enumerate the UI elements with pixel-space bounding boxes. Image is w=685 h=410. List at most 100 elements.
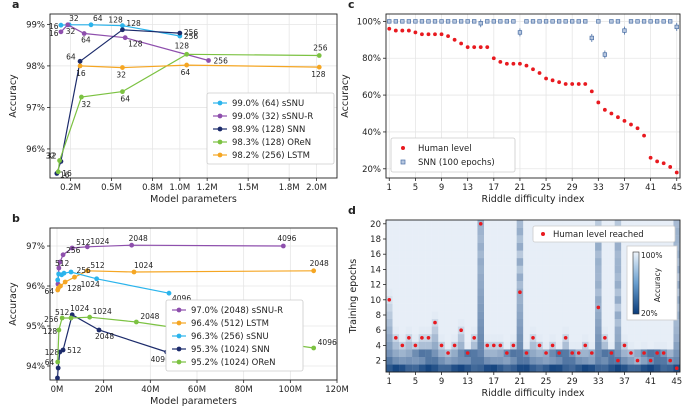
human-level-reached-point [531,336,535,340]
heatmap-cell [627,334,635,342]
human-level-point [420,32,424,37]
snn-marker [445,19,451,24]
heatmap-cell [464,364,472,373]
heatmap-cell [477,303,485,312]
heatmap-cell [582,364,589,373]
human-level-point [550,78,555,83]
heatmap-cell [497,227,504,236]
heatmap-cell [425,311,432,319]
heatmap-cell [431,303,439,312]
heatmap-cell [588,311,596,319]
heatmap-cell [660,334,668,342]
data-label-SNN: 64 [66,52,76,61]
heatmap-cell [588,356,596,365]
heatmap-cell [503,311,511,319]
heatmap-cell [438,303,445,312]
heatmap-cell [484,364,491,373]
heatmap-cell [490,265,498,274]
heatmap-cell [418,242,426,251]
legend: Human level reached [532,225,676,243]
x-tick-label: 21 [515,377,526,387]
heatmap-cell [523,311,530,319]
heatmap-cell [444,318,452,327]
heatmap-cell [484,326,491,335]
heatmap-cell [523,318,530,327]
snn-marker [654,19,660,24]
heatmap-cell [438,280,445,289]
heatmap-cell [523,265,530,274]
snn-marker [641,19,647,24]
heatmap-cell [523,258,530,266]
human-level-reached-point [511,343,516,348]
heatmap-cell [608,265,615,274]
human-level-point [406,28,411,33]
heatmap-cell [484,258,491,266]
heatmap-cell [503,296,511,304]
panel-b: b 0M 20M 40M 60M 80M 100M 120M 94% 95% 96% 97% Model… [8,212,349,407]
heatmap-cell [568,265,576,274]
heatmap-cell [464,356,472,365]
heatmap-cell [484,318,491,327]
heatmap-cell [457,280,465,289]
heatmap-cell [392,258,400,266]
heatmap-cell [431,265,439,274]
heatmap-cell [503,326,511,335]
human-level-reached-point [433,320,437,325]
heatmap-cell [431,296,439,304]
heatmap-cell [640,341,648,350]
legend-swatch-marker [176,333,182,339]
y-tick-label: 14 [370,265,381,275]
human-level-reached-point [550,343,555,348]
snn-marker [400,19,405,24]
human-level-reached-point [420,336,424,340]
heatmap-cell [601,296,609,304]
human-level-point [544,76,548,81]
plot-frame [385,13,681,179]
heatmap-cell [634,326,641,335]
heatmap-cell [614,250,622,259]
heatmap-cell [523,235,530,243]
snn-marker [452,19,457,24]
legend: 99.0% (64) sSNU 99.0% (32) sSNU-R 98.9% (1… [206,92,335,165]
heatmap-cell [412,265,419,274]
x-tick-label: 45 [671,377,682,387]
heatmap-cell [477,341,485,350]
y-axis-label: Accuracy [8,74,19,118]
heatmap-cell [536,318,543,327]
heatmap-cell [451,311,459,319]
heatmap-cell [568,288,576,297]
heatmap-cell [405,349,413,357]
data-label-SNN: 2048 [95,332,114,341]
heatmap-cell [621,334,628,342]
heatmap-cell [412,280,419,289]
data-label-sSNU: 4096 [172,294,191,303]
heatmap-cell [438,220,445,228]
heatmap-cell [392,265,400,274]
data-point-sSNU [68,269,74,275]
heatmap-cell [614,273,622,281]
human-level-reached-point [459,328,463,333]
heatmap-cell [386,311,393,319]
heatmap-cell [523,341,530,350]
heatmap-cell [418,265,426,274]
heatmap-cell [555,280,563,289]
y-tick-label: 80% [362,54,381,64]
heatmap-cell [412,288,419,297]
heatmap-cell [425,220,432,228]
heatmap-cell [588,303,596,312]
heatmap-cell [510,273,517,281]
heatmap-cell [490,334,498,342]
heatmap-cell [549,311,557,319]
heatmap-cell [516,356,524,365]
heatmap-cell [418,220,426,228]
heatmap-cell [614,303,622,312]
snn-marker [609,19,614,24]
heatmap-cell [386,227,393,236]
heatmap-cell [627,326,635,335]
heatmap-cell [542,265,550,274]
heatmap-cell [588,318,596,327]
heatmap-cell [660,364,668,373]
heatmap-cell [470,349,478,357]
heatmap-cell [523,364,530,373]
heatmap-cell [588,288,596,297]
